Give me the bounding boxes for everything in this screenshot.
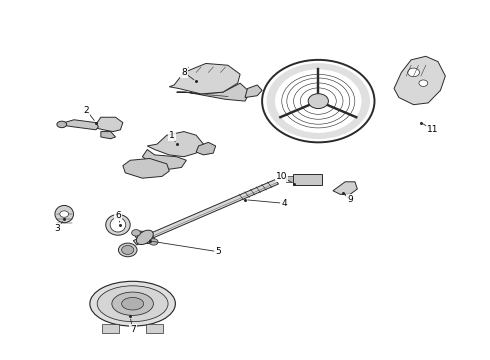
Text: 9: 9 bbox=[347, 195, 353, 204]
Polygon shape bbox=[333, 182, 357, 194]
Polygon shape bbox=[64, 120, 98, 130]
Text: 1: 1 bbox=[169, 131, 174, 140]
Ellipse shape bbox=[135, 231, 155, 244]
Wedge shape bbox=[267, 63, 370, 139]
Circle shape bbox=[149, 239, 158, 245]
Polygon shape bbox=[147, 132, 203, 157]
Text: 7: 7 bbox=[130, 325, 136, 334]
Ellipse shape bbox=[97, 286, 168, 321]
Ellipse shape bbox=[122, 297, 144, 310]
Polygon shape bbox=[96, 117, 123, 132]
FancyBboxPatch shape bbox=[286, 176, 294, 182]
Circle shape bbox=[408, 68, 419, 77]
FancyBboxPatch shape bbox=[102, 324, 119, 333]
Circle shape bbox=[132, 230, 141, 236]
Text: 10: 10 bbox=[276, 172, 288, 181]
Polygon shape bbox=[143, 149, 186, 169]
Polygon shape bbox=[245, 85, 262, 98]
Circle shape bbox=[419, 80, 428, 86]
Ellipse shape bbox=[112, 292, 153, 315]
Text: 6: 6 bbox=[115, 211, 121, 220]
Ellipse shape bbox=[136, 230, 153, 244]
Text: 8: 8 bbox=[181, 68, 187, 77]
Ellipse shape bbox=[90, 281, 175, 326]
Ellipse shape bbox=[55, 206, 74, 223]
Polygon shape bbox=[133, 180, 278, 245]
Circle shape bbox=[60, 211, 69, 217]
Ellipse shape bbox=[110, 218, 126, 232]
FancyBboxPatch shape bbox=[293, 174, 322, 185]
Ellipse shape bbox=[122, 246, 134, 255]
Circle shape bbox=[308, 94, 328, 108]
Text: 11: 11 bbox=[427, 125, 439, 134]
Polygon shape bbox=[176, 83, 250, 101]
Ellipse shape bbox=[119, 243, 137, 257]
Text: 2: 2 bbox=[83, 105, 89, 114]
Text: 5: 5 bbox=[215, 247, 221, 256]
Polygon shape bbox=[101, 132, 116, 139]
Ellipse shape bbox=[106, 215, 130, 235]
Text: 4: 4 bbox=[281, 199, 287, 208]
Polygon shape bbox=[394, 56, 445, 105]
Polygon shape bbox=[123, 158, 169, 178]
FancyBboxPatch shape bbox=[147, 324, 163, 333]
Ellipse shape bbox=[57, 121, 67, 128]
Text: 3: 3 bbox=[54, 224, 60, 233]
Polygon shape bbox=[169, 63, 240, 94]
Polygon shape bbox=[196, 142, 216, 155]
